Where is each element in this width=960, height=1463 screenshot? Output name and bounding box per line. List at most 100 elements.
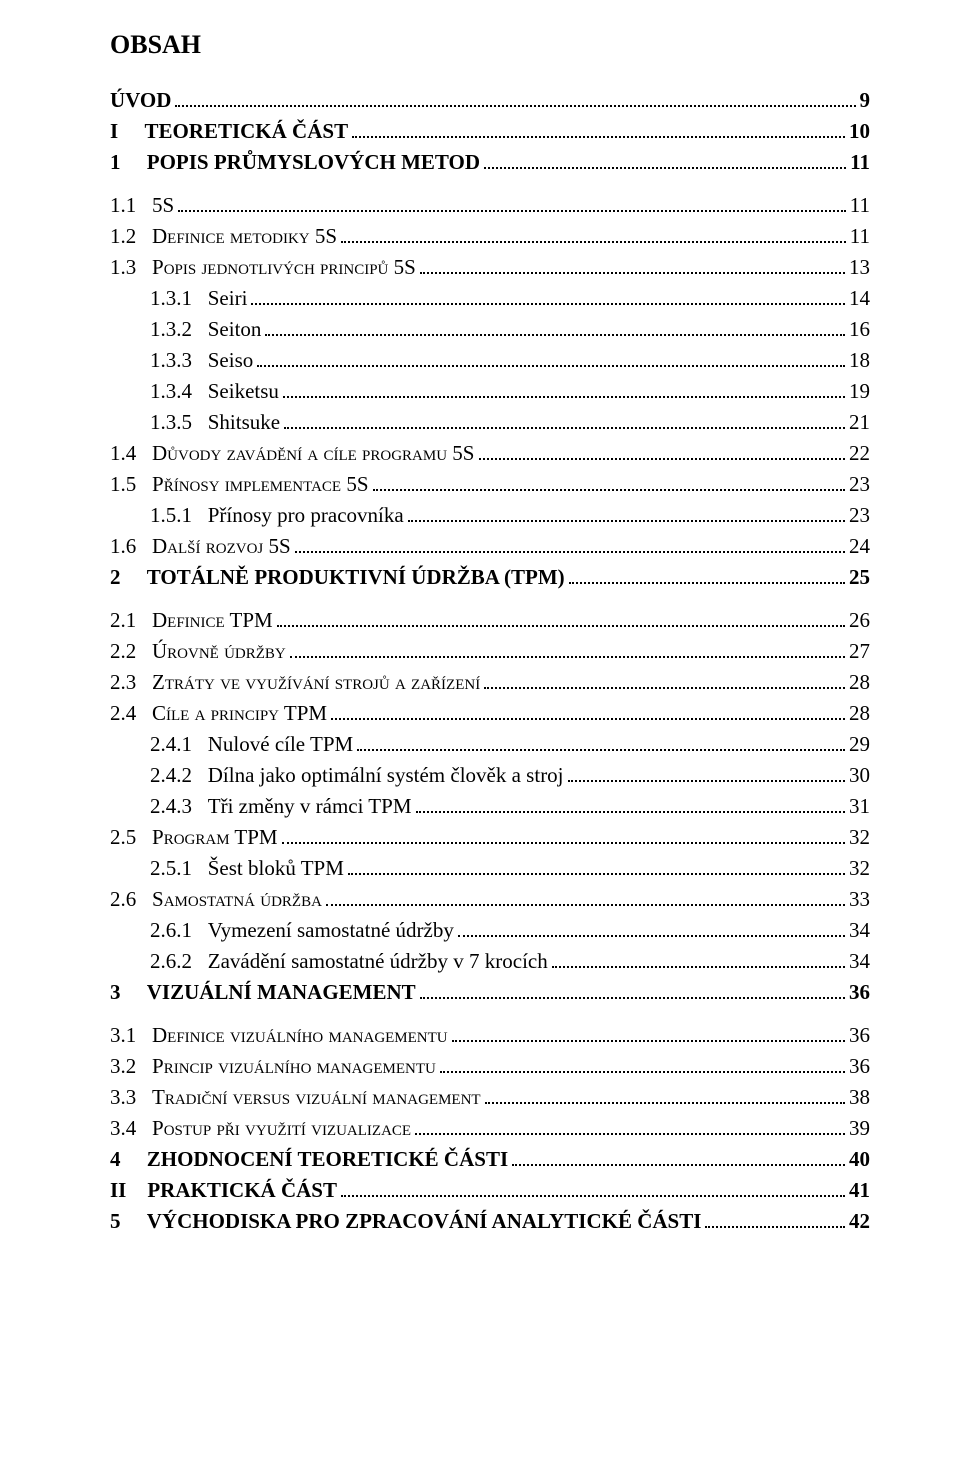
toc-entry-page: 25 [849,565,870,590]
toc-entry: 2.6.1 Vymezení samostatné údržby34 [110,918,870,943]
toc-entry-label-prefix: Seiso [208,348,254,372]
toc-entry-page: 11 [850,150,870,175]
toc-leader-dots [348,872,845,875]
toc-leader-dots [415,1132,845,1135]
toc-entry-page: 14 [849,286,870,311]
toc-entry-label-prefix: POPIS PRŮMYSLOVÝCH METOD [147,150,480,174]
toc-entry-label-prefix: Seiketsu [208,379,279,403]
toc-entry-number: 1.1 [110,193,152,218]
toc-entry-label-prefix: Přínosy pro pracovníka [208,503,404,527]
toc-entry-label: Úrovně údržby [152,639,286,664]
toc-entry: 3.1 Definice vizuálního managementu36 [110,1023,870,1048]
toc-entry-label-smallcaps: rincip vizuálního managementu [164,1054,436,1078]
toc-entry-page: 13 [849,255,870,280]
toc-entry-label-prefix: 5S [152,193,174,217]
toc-leader-dots [326,903,845,906]
toc-entry-label: Program TPM [152,825,278,850]
toc-entry-label-smallcaps: amostatná údržba [164,887,322,911]
toc-entry-label: Definice TPM [152,608,273,633]
toc-entry-page: 16 [849,317,870,342]
toc-entry-label-smallcaps: rovně údržby [167,639,286,663]
toc-entry-label-prefix: D [152,441,167,465]
toc-entry-number: 1.3.2 [150,317,208,342]
toc-leader-dots [282,841,845,844]
toc-entry: I TEORETICKÁ ČÁST10 [110,119,870,144]
toc-entry-page: 38 [849,1085,870,1110]
toc-entry-label-prefix: TOTÁLNĚ PRODUKTIVNÍ ÚDRŽBA (TPM) [147,565,565,589]
toc-entry-label: Postup při využití vizualizace [152,1116,411,1141]
toc-entry: 2.5.1 Šest bloků TPM32 [110,856,870,881]
toc-entry-number: 2.5 [110,825,152,850]
toc-entry-number: 2.4.1 [150,732,208,757]
toc-leader-dots [440,1070,845,1073]
toc-entry-label-smallcaps: íle a principy TPM [166,701,327,725]
toc-entry-label-smallcaps: ůvody zavádění a cíle programu 5S [167,441,474,465]
toc-entry-label: Zavádění samostatné údržby v 7 krocích [208,949,548,974]
toc-leader-dots [420,271,845,274]
toc-entry-number: 3.4 [110,1116,152,1141]
toc-entry-number: 1.3.1 [150,286,208,311]
toc-entry-page: 41 [849,1178,870,1203]
toc-entry: 3.3 Tradiční versus vizuální management 3… [110,1085,870,1110]
toc-entry-page: 28 [849,670,870,695]
toc-leader-dots [408,519,845,522]
toc-entry-label-prefix: ÚVOD [110,88,171,112]
toc-entry: 3.4 Postup při využití vizualizace39 [110,1116,870,1141]
toc-entry-label: Tradiční versus vizuální management [152,1085,481,1110]
toc-entry-label: Shitsuke [208,410,280,435]
toc-leader-dots [512,1163,845,1166]
toc-entry-label-prefix: PRAKTICKÁ ČÁST [147,1178,337,1202]
toc-entry: 2.6 Samostatná údržba33 [110,887,870,912]
toc-entry-label-prefix: P [152,255,164,279]
toc-entry-number: 1.5.1 [150,503,208,528]
toc-entry-label: Definice vizuálního managementu [152,1023,448,1048]
toc-entry-label-prefix: Zavádění samostatné údržby v 7 krocích [208,949,548,973]
toc-container: ÚVOD9I TEORETICKÁ ČÁST101 POPIS PRŮMYSLO… [110,88,870,1234]
toc-entry-number: 1.4 [110,441,152,466]
toc-entry-page: 30 [849,763,870,788]
toc-leader-dots [552,965,845,968]
toc-entry-page: 21 [849,410,870,435]
toc-entry-page: 24 [849,534,870,559]
toc-entry-number: 3.3 [110,1085,152,1110]
toc-entry: 1.5 Přínosy implementace 5S23 [110,472,870,497]
toc-entry-label: ÚVOD [110,88,171,113]
toc-entry: 1.3.5 Shitsuke21 [110,410,870,435]
toc-leader-dots [569,581,845,584]
toc-entry-page: 34 [849,949,870,974]
toc-entry-page: 40 [849,1147,870,1172]
toc-leader-dots [283,395,845,398]
toc-entry: 2.1 Definice TPM26 [110,608,870,633]
toc-leader-dots [178,209,846,212]
toc-entry-label: TOTÁLNĚ PRODUKTIVNÍ ÚDRŽBA (TPM) [147,565,565,590]
toc-entry-label-prefix: P [152,472,164,496]
toc-entry-label: PRAKTICKÁ ČÁST [147,1178,337,1203]
toc-entry-number: II [110,1178,147,1203]
toc-entry: 1.5.1 Přínosy pro pracovníka23 [110,503,870,528]
toc-entry-page: 32 [849,856,870,881]
toc-entry-label-smallcaps: rogram TPM [164,825,278,849]
toc-entry-label-prefix: Dílna jako optimální systém člověk a str… [208,763,564,787]
toc-leader-dots [251,302,845,305]
toc-leader-dots [290,655,845,658]
toc-leader-dots [175,104,855,107]
toc-entry-label: Definice metodiky 5S [152,224,337,249]
toc-entry-label: Tři změny v rámci TPM [208,794,412,819]
toc-leader-dots [352,135,845,138]
toc-entry-label-prefix: Z [152,670,165,694]
toc-entry-number: 1.3.3 [150,348,208,373]
toc-entry-label-prefix: P [152,825,164,849]
toc-entry-label-prefix: Ú [152,639,167,663]
toc-entry-page: 26 [849,608,870,633]
toc-entry-page: 42 [849,1209,870,1234]
toc-entry-number: 2.6.2 [150,949,208,974]
toc-heading: OBSAH [110,30,870,60]
toc-entry: 1 POPIS PRŮMYSLOVÝCH METOD11 [110,150,870,175]
toc-entry-page: 19 [849,379,870,404]
toc-entry-label-prefix: Šest bloků TPM [208,856,344,880]
toc-entry-label-prefix: S [152,887,164,911]
toc-entry: 1.3.4 Seiketsu19 [110,379,870,404]
toc-entry-label: Seiri [208,286,248,311]
toc-entry-label: VÝCHODISKA PRO ZPRACOVÁNÍ ANALYTICKÉ ČÁS… [147,1209,702,1234]
toc-entry-number: 2.3 [110,670,152,695]
